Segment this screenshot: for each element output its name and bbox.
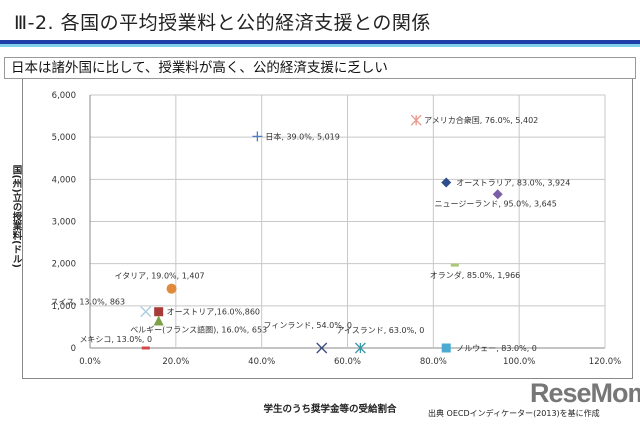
page-title: Ⅲ-2. 各国の平均授業料と公的経済支援との関係 <box>14 12 431 34</box>
data-label: オーストラリア, 83.0%, 3,924 <box>456 179 570 188</box>
data-label: ベルギー(フランス語圏), 16.0%, 653 <box>130 324 267 334</box>
subtitle-box: 日本は諸外国に比して、授業料が高く、公的経済支援に乏しい <box>4 57 636 79</box>
plus-marker <box>252 131 263 142</box>
data-label: メキシコ, 13.0%, 0 <box>79 335 152 344</box>
x-axis-label: 学生のうち奨学金等の受給割合 <box>263 403 397 415</box>
y-tick-label: 0 <box>71 344 76 354</box>
x-tick-label: 60.0% <box>334 357 361 367</box>
x-tick-label: 40.0% <box>248 357 275 367</box>
data-label: 日本, 39.0%, 5,019 <box>265 131 340 141</box>
x-tick-label: 80.0% <box>420 357 447 367</box>
y-tick-label: 5,000 <box>52 133 76 143</box>
data-label: ニュージーランド, 95.0%, 3,645 <box>435 199 557 208</box>
y-tick-label: 2,000 <box>52 260 76 270</box>
x-marker <box>140 306 152 318</box>
circle-marker <box>166 283 177 294</box>
x-tick-label: 0.0% <box>79 357 101 367</box>
square-marker <box>441 343 451 353</box>
triangle-marker <box>153 315 164 326</box>
data-label: ノルウェー, 83.0%, 0 <box>456 344 537 353</box>
data-label: アメリカ合衆国, 76.0%, 5,402 <box>424 115 538 125</box>
title-divider-accent <box>0 44 640 47</box>
y-tick-label: 3,000 <box>52 218 76 228</box>
y-tick-label: 6,000 <box>52 91 76 101</box>
x-tick-label: 100.0% <box>503 357 535 367</box>
y-tick-label: 4,000 <box>52 175 76 185</box>
source-note: 出典 OECDインディケーター(2013)を基に作成 <box>428 409 600 418</box>
data-label: オランダ, 85.0%, 1,966 <box>430 270 520 280</box>
chart-frame <box>22 79 633 379</box>
diamond-marker <box>441 177 452 188</box>
x-tick-label: 20.0% <box>162 357 189 367</box>
y-tick-label: 1,000 <box>52 302 76 312</box>
data-label: フィンランド, 54.0%, 0 <box>263 321 352 330</box>
data-label: アイスランド, 63.0%, 0 <box>336 326 424 335</box>
y-axis-label: 国(州)立の授業料(ドル) <box>11 165 24 268</box>
x-marker <box>316 342 328 354</box>
title-divider <box>0 40 640 44</box>
dash-marker <box>450 263 459 267</box>
data-label: オーストリア,16.0%,860 <box>167 308 260 317</box>
asterisk-marker <box>410 114 422 126</box>
asterisk-marker <box>354 342 366 354</box>
dash-marker <box>141 346 150 350</box>
data-label: イタリア, 19.0%, 1,407 <box>114 272 204 281</box>
diamond-marker <box>492 189 503 200</box>
x-tick-label: 120.0% <box>589 357 621 367</box>
logo: ReseMom <box>530 378 640 408</box>
data-label: スイス, 13.0%, 863 <box>50 298 125 307</box>
square-marker <box>154 307 164 317</box>
